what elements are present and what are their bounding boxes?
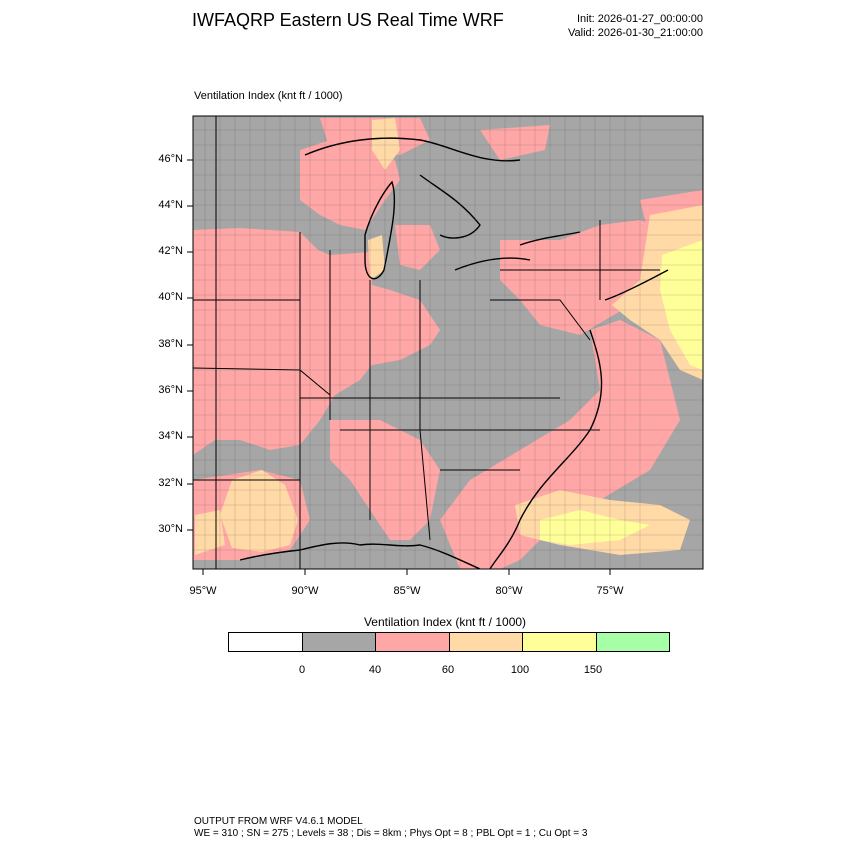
color-legend [228, 632, 670, 652]
lat-label-30: 30°N [158, 523, 183, 535]
lon-label-75w: 75°W [596, 585, 624, 597]
legend-tick-100: 100 [510, 664, 530, 676]
coastlines [239, 137, 669, 569]
lat-label-40: 40°N [158, 291, 183, 303]
lat-label-46: 46°N [158, 153, 183, 165]
field-label: Ventilation Index (knt ft / 1000) [194, 90, 343, 102]
lon-label-80w: 80°W [495, 585, 523, 597]
lon-ticks [202, 569, 611, 575]
plot-title: IWFAQRP Eastern US Real Time WRF [192, 10, 504, 30]
legend-swatch-0-40 [302, 633, 376, 651]
lat-label-32: 32°N [158, 477, 183, 489]
legend-tick-40: 40 [368, 664, 382, 676]
lat-label-34: 34°N [158, 430, 183, 442]
model-info-line1: OUTPUT FROM WRF V4.6.1 MODEL [194, 816, 363, 827]
valid-time: Valid: 2026-01-30_21:00:00 [568, 27, 703, 39]
lon-label-85w: 85°W [393, 585, 421, 597]
legend-tick-60: 60 [441, 664, 455, 676]
legend-tick-150: 150 [583, 664, 603, 676]
lat-ticks [187, 159, 193, 531]
legend-swatch-above-150 [596, 633, 669, 651]
legend-swatch-40-60 [376, 633, 450, 651]
county-borders [193, 116, 703, 569]
lon-label-90w: 90°W [291, 585, 319, 597]
legend-tick-0: 0 [298, 664, 306, 676]
legend-swatch-60-100 [449, 633, 523, 651]
lat-label-44: 44°N [158, 199, 183, 211]
lat-label-42: 42°N [158, 245, 183, 257]
legend-swatch-below-0 [229, 633, 303, 651]
model-info-line2: WE = 310 ; SN = 275 ; Levels = 38 ; Dis … [194, 828, 588, 839]
legend-title: Ventilation Index (knt ft / 1000) [363, 615, 527, 629]
map-frame [192, 115, 704, 570]
lon-label-95w: 95°W [189, 585, 217, 597]
lat-label-38: 38°N [158, 338, 183, 350]
legend-swatch-100-150 [523, 633, 597, 651]
lat-label-36: 36°N [158, 384, 183, 396]
init-time: Init: 2026-01-27_00:00:00 [577, 13, 703, 25]
